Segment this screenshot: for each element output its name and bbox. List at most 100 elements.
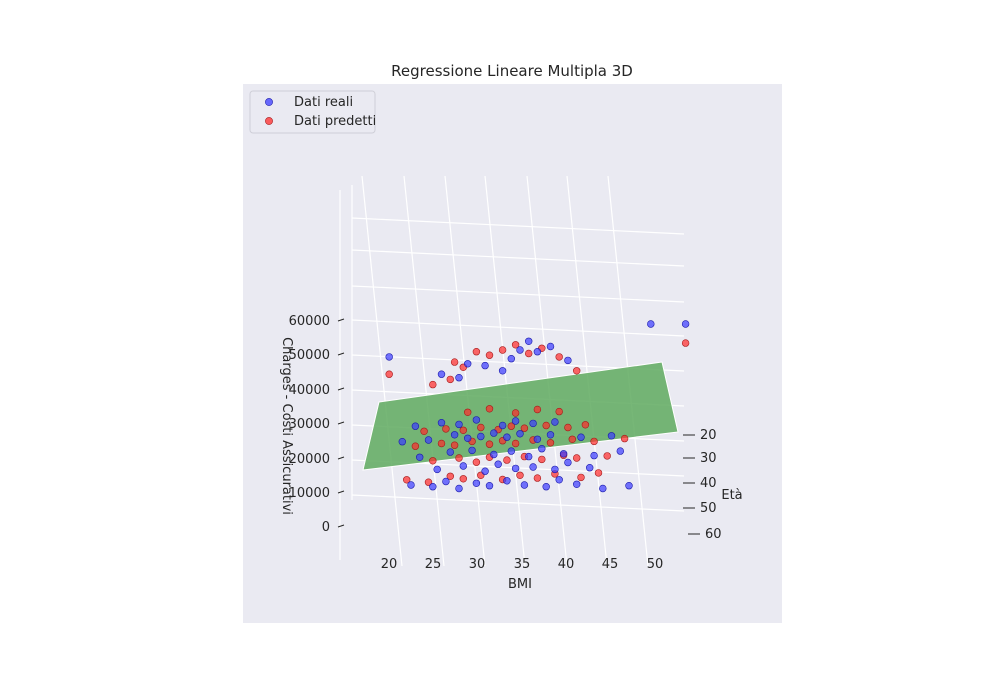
point-real bbox=[503, 477, 511, 485]
y-tick-label: 30 bbox=[700, 451, 717, 466]
x-tick-label: 40 bbox=[558, 557, 575, 572]
point-predicted bbox=[516, 471, 524, 479]
point-predicted bbox=[533, 474, 542, 482]
grid-line-vertical bbox=[361, 175, 403, 567]
point-real bbox=[424, 436, 433, 444]
point-real bbox=[385, 353, 393, 361]
point-real bbox=[411, 422, 420, 430]
grid-line-horizontal bbox=[351, 217, 685, 235]
point-real bbox=[485, 482, 494, 490]
axes-background bbox=[243, 84, 782, 623]
point-real bbox=[468, 446, 476, 455]
point-predicted bbox=[507, 422, 515, 430]
point-predicted bbox=[581, 421, 590, 429]
grid-line-horizontal bbox=[351, 285, 685, 303]
y-axis-label: Età bbox=[721, 488, 742, 503]
x-tick-label: 30 bbox=[469, 557, 486, 572]
point-predicted bbox=[503, 456, 511, 464]
point-real bbox=[538, 445, 546, 453]
legend-box bbox=[249, 90, 376, 134]
z-tick-label: 60000 bbox=[289, 314, 330, 329]
point-real bbox=[472, 416, 481, 424]
z-tick-mark bbox=[337, 490, 345, 494]
point-predicted bbox=[564, 423, 572, 432]
point-real bbox=[490, 450, 498, 459]
z-tick-mark bbox=[337, 524, 345, 528]
y-tick-label: 50 bbox=[700, 501, 717, 516]
point-predicted bbox=[620, 434, 629, 443]
point-real bbox=[647, 320, 655, 328]
point-predicted bbox=[590, 437, 598, 446]
point-real bbox=[455, 420, 463, 429]
point-real bbox=[498, 421, 507, 430]
point-predicted bbox=[485, 440, 494, 448]
point-predicted bbox=[450, 441, 459, 449]
point-real bbox=[516, 430, 524, 438]
point-predicted bbox=[520, 424, 529, 432]
y-tick-label: 60 bbox=[705, 527, 722, 542]
point-real bbox=[437, 370, 446, 378]
x-tick-label: 50 bbox=[647, 557, 664, 572]
z-tick-label: 10000 bbox=[289, 486, 330, 501]
point-real bbox=[481, 467, 489, 475]
point-real bbox=[442, 477, 450, 486]
z-tick-label: 40000 bbox=[289, 383, 330, 398]
point-predicted bbox=[555, 407, 563, 416]
point-predicted bbox=[420, 427, 428, 435]
grid-line-vertical bbox=[526, 175, 568, 567]
point-real bbox=[564, 356, 572, 365]
x-axis-label: BMI bbox=[508, 577, 532, 592]
point-predicted bbox=[411, 442, 420, 450]
point-predicted bbox=[511, 409, 520, 417]
point-predicted bbox=[542, 421, 550, 430]
point-real bbox=[625, 482, 633, 490]
point-predicted bbox=[681, 339, 690, 347]
grid-line-vertical bbox=[403, 175, 445, 567]
point-predicted bbox=[472, 348, 481, 356]
point-real bbox=[559, 450, 568, 458]
point-real bbox=[429, 483, 437, 491]
point-real bbox=[416, 453, 424, 461]
point-predicted bbox=[450, 358, 459, 366]
point-real bbox=[459, 462, 467, 470]
grid-line-horizontal bbox=[351, 494, 685, 512]
point-real bbox=[507, 355, 515, 363]
point-predicted bbox=[424, 478, 433, 486]
point-real bbox=[450, 431, 459, 439]
grid-line-horizontal bbox=[351, 319, 685, 337]
point-predicted bbox=[546, 439, 555, 447]
point-real bbox=[546, 431, 555, 439]
point-predicted bbox=[511, 341, 520, 349]
point-real bbox=[511, 464, 520, 473]
point-real bbox=[464, 360, 472, 368]
legend: Dati reali Dati predetti bbox=[249, 90, 376, 134]
point-real bbox=[546, 342, 555, 351]
x-tick-label: 45 bbox=[602, 557, 619, 572]
point-predicted bbox=[572, 367, 581, 375]
x-tick-label: 25 bbox=[425, 557, 442, 572]
point-real bbox=[577, 433, 585, 441]
x-tick-label: 35 bbox=[514, 557, 531, 572]
point-real bbox=[590, 451, 598, 460]
point-real bbox=[585, 464, 594, 472]
point-real bbox=[529, 463, 537, 471]
point-predicted bbox=[485, 351, 494, 359]
z-tick-label: 50000 bbox=[289, 348, 330, 363]
z-tick-mark bbox=[337, 352, 345, 356]
point-predicted bbox=[446, 472, 454, 480]
point-predicted bbox=[437, 439, 446, 448]
point-real bbox=[507, 447, 515, 455]
point-predicted bbox=[577, 473, 585, 482]
point-real bbox=[524, 452, 533, 461]
point-predicted bbox=[538, 455, 546, 464]
point-real bbox=[529, 419, 537, 428]
point-real bbox=[681, 320, 690, 328]
point-real bbox=[564, 458, 572, 467]
point-real bbox=[516, 346, 524, 354]
z-tick-label: 30000 bbox=[289, 417, 330, 432]
point-real bbox=[551, 418, 559, 426]
point-predicted bbox=[498, 346, 507, 354]
point-predicted bbox=[455, 454, 463, 462]
point-predicted bbox=[568, 435, 576, 443]
